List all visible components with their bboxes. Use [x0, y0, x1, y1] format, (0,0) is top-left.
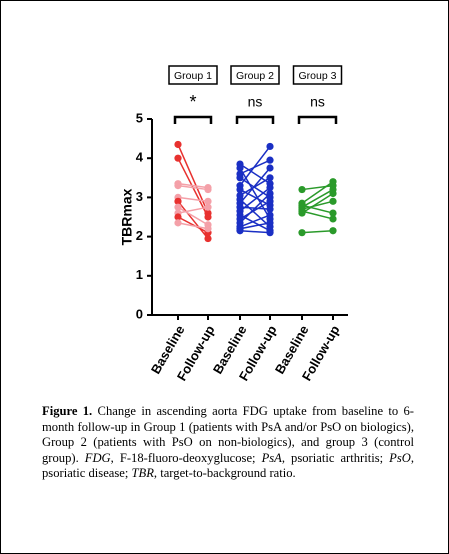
y-axis-label: TBRmax: [119, 188, 135, 245]
point: [266, 229, 274, 237]
point: [204, 197, 212, 205]
y-tick-label: 3: [136, 189, 143, 204]
point: [266, 189, 274, 198]
point: [204, 185, 212, 194]
point: [174, 154, 182, 162]
pair-line: [177, 216, 209, 234]
caption-abbr: PsA: [261, 450, 282, 465]
point: [329, 215, 337, 223]
pair-line: [177, 184, 209, 191]
pair-line: [301, 204, 334, 214]
point: [174, 213, 182, 221]
group-box: [230, 65, 280, 85]
pair-line: [239, 167, 271, 204]
significance-label: ns: [310, 94, 325, 110]
point: [236, 174, 244, 182]
pair-line: [239, 145, 271, 187]
pair-line: [301, 229, 334, 234]
point: [266, 197, 274, 205]
point: [266, 211, 274, 219]
caption-text: , psoriatic arthritis;: [281, 450, 390, 465]
group-label: Group 1: [174, 70, 212, 82]
significance-label: ns: [248, 94, 263, 110]
point: [204, 203, 212, 211]
pair-line: [301, 184, 334, 191]
pair-line: [239, 198, 271, 228]
pair-line: [239, 222, 271, 230]
point: [329, 189, 337, 198]
caption-text: , psoriatic disease;: [42, 450, 415, 481]
pair-line: [301, 188, 334, 208]
pair-line: [177, 222, 209, 230]
significance-bracket: [297, 115, 338, 124]
caption-label: Figure 1.: [42, 404, 93, 418]
y-tick-label: 0: [136, 306, 143, 321]
caption-abbr: TBR: [131, 466, 154, 481]
pair-line: [239, 229, 271, 234]
point: [266, 184, 274, 192]
point: [174, 219, 182, 227]
pair-line: [239, 177, 271, 199]
pair-line: [301, 210, 334, 220]
pair-line: [177, 196, 209, 203]
point: [266, 142, 274, 151]
caption: Figure 1. Change in ascending aorta FDG …: [42, 404, 414, 482]
y-tick-label: 5: [136, 110, 143, 125]
point: [266, 174, 274, 182]
pair-line: [177, 206, 209, 214]
caption-abbr: PsO: [389, 450, 411, 465]
pair-line: [301, 181, 334, 204]
chart: TBRmax 012345BaselineFollow-upBaselineFo…: [119, 65, 348, 383]
pair-line: [239, 187, 271, 212]
point: [174, 182, 182, 190]
point: [298, 229, 306, 237]
point: [329, 227, 337, 235]
pair-line: [239, 192, 271, 224]
point: [204, 213, 212, 221]
point: [266, 164, 274, 172]
pair-line: [239, 200, 271, 220]
pair-line: [177, 182, 209, 189]
pair-line: [177, 206, 209, 226]
caption-text: , target-to-background ratio.: [153, 466, 296, 481]
significance-label: *: [189, 92, 196, 112]
point: [266, 156, 274, 164]
point: [174, 197, 182, 205]
y-tick-label: 4: [136, 150, 144, 165]
point: [236, 185, 244, 194]
caption-text: Change in ascending aorta FDG uptake fro…: [42, 404, 414, 465]
caption-text: , F-18-fluoro-deoxyglucose;: [110, 450, 262, 465]
pair-line: [301, 200, 334, 210]
point: [329, 209, 337, 217]
point: [174, 140, 182, 149]
pair-line: [239, 214, 271, 228]
group-box: [168, 65, 218, 85]
point: [174, 203, 182, 211]
point: [204, 225, 212, 233]
group-box: [292, 65, 343, 85]
caption-abbr: FDG: [84, 450, 111, 465]
pair-line: [239, 167, 271, 220]
point: [204, 234, 212, 243]
point: [266, 219, 274, 227]
y-tick-label: 1: [136, 267, 143, 282]
significance-bracket: [235, 115, 275, 124]
significance-bracket: [173, 115, 213, 124]
point: [329, 178, 337, 186]
point: [298, 209, 306, 217]
point: [236, 164, 244, 172]
y-tick-label: 2: [136, 228, 143, 243]
point: [236, 227, 244, 235]
pair-line: [177, 144, 209, 214]
point: [329, 197, 337, 205]
group-label: Group 2: [236, 70, 274, 82]
pair-line: [301, 192, 334, 214]
point: [298, 185, 306, 194]
pair-line: [177, 200, 209, 240]
group-label: Group 3: [299, 70, 337, 82]
point: [266, 205, 274, 213]
